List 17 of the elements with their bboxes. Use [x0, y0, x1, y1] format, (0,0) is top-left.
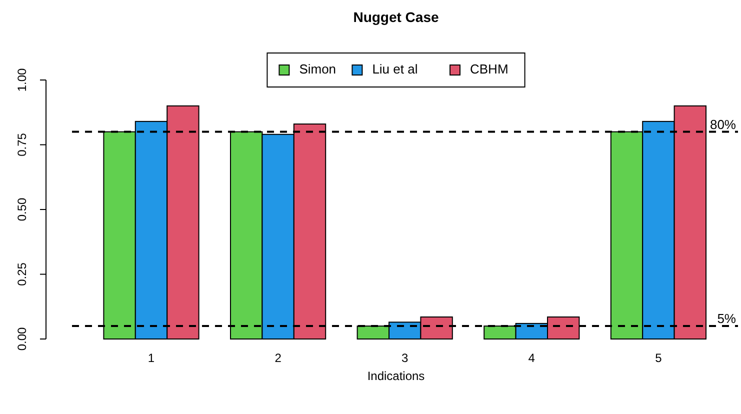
x-tick-label: 1 — [148, 351, 155, 365]
x-tick-label: 3 — [402, 351, 409, 365]
ref-line-label: 5% — [717, 311, 736, 326]
ref-line-label: 80% — [710, 116, 736, 132]
legend-label: CBHM — [470, 61, 508, 76]
legend-label: Simon — [299, 61, 336, 76]
x-tick-label: 2 — [274, 351, 282, 365]
x-tick-label: 5 — [655, 351, 662, 365]
y-tick-label: 0.25 — [15, 262, 30, 286]
y-tick-label: 0.75 — [15, 132, 30, 156]
y-tick-label: 1.00 — [15, 68, 30, 92]
y-tick-label: 0.00 — [15, 327, 30, 351]
y-tick-label: 0.50 — [15, 198, 30, 222]
chart-title: Nugget Case — [353, 9, 439, 25]
x-tick-label: 4 — [528, 351, 536, 365]
x-axis-title: Indications — [367, 369, 425, 383]
legend-label: Liu et al — [372, 61, 418, 76]
